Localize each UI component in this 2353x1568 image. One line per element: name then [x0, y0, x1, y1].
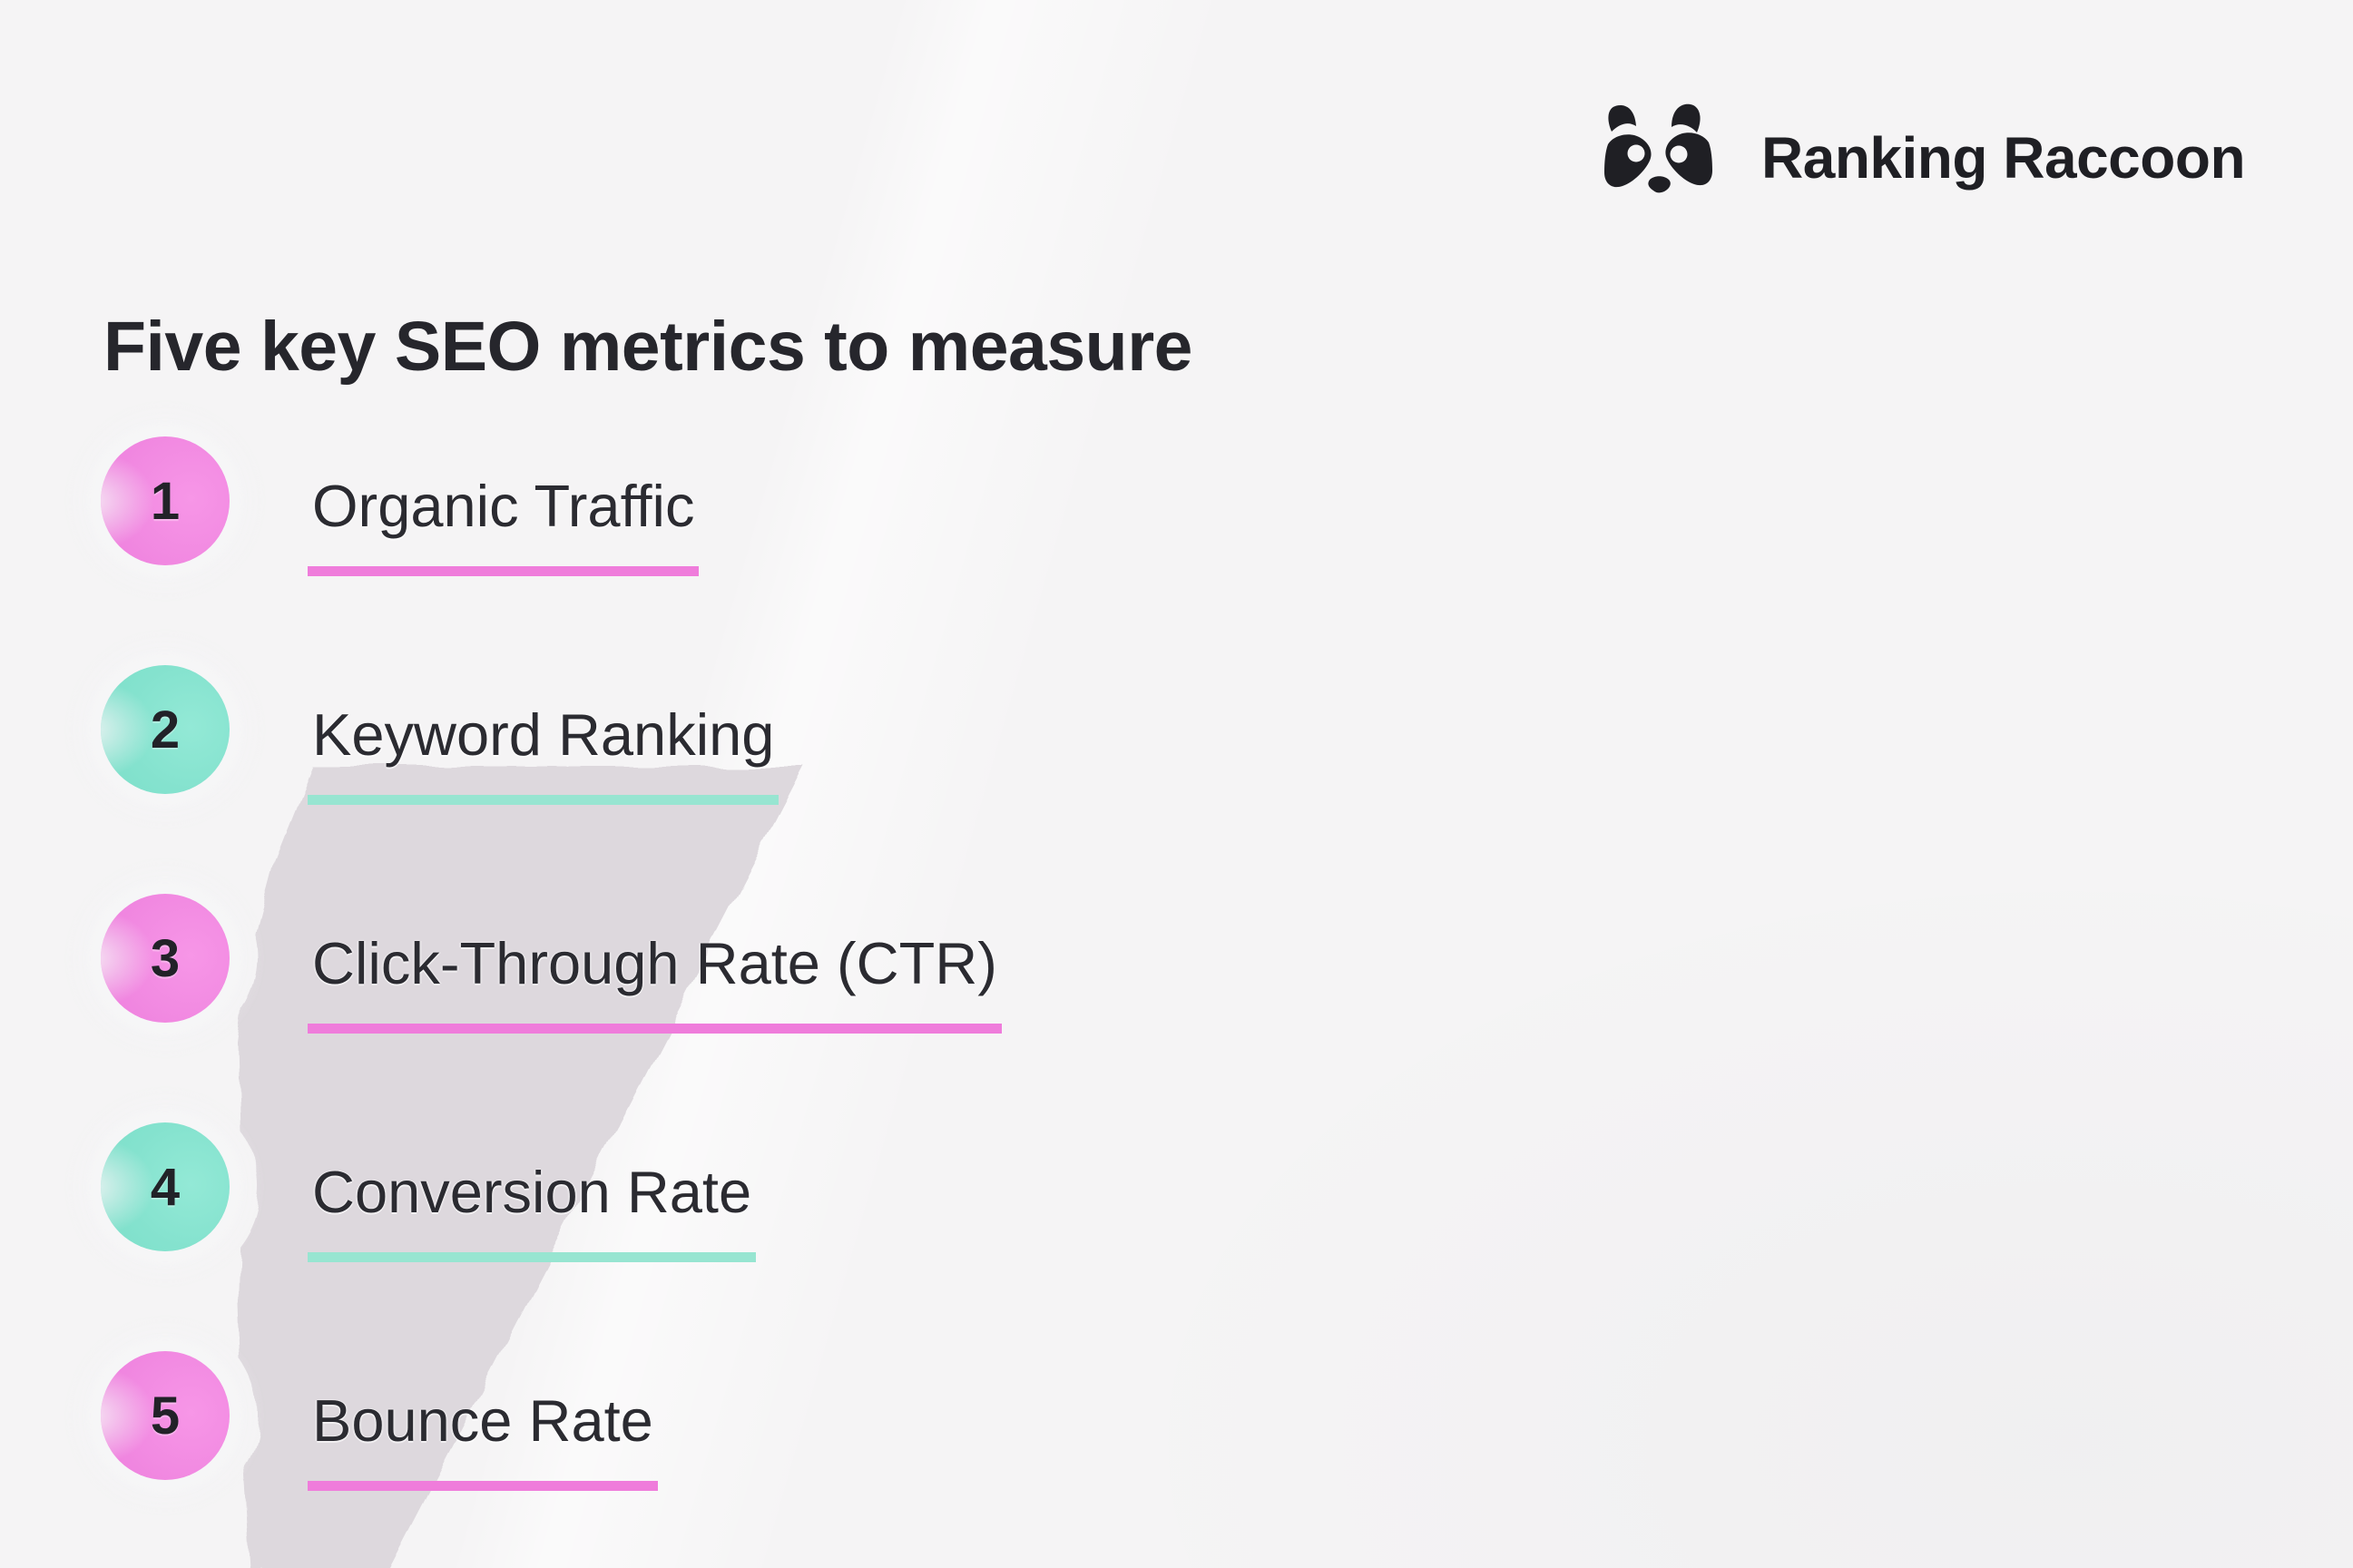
list-item: 1 Organic Traffic	[0, 436, 2353, 576]
item-number-badge: 5	[101, 1351, 230, 1480]
item-number-badge: 3	[101, 894, 230, 1023]
item-number: 2	[150, 700, 181, 760]
list-item: 4 Conversion Rate	[0, 1122, 2353, 1262]
item-label: Organic Traffic	[308, 476, 700, 576]
item-label: Bounce Rate	[308, 1391, 658, 1491]
item-number-badge: 1	[101, 436, 230, 565]
item-number: 5	[150, 1386, 181, 1446]
item-label: Keyword Ranking	[308, 705, 779, 805]
item-number: 1	[150, 471, 181, 531]
list-item: 3 Click-Through Rate (CTR)	[0, 894, 2353, 1034]
item-label: Click-Through Rate (CTR)	[308, 934, 1002, 1034]
item-number: 3	[150, 928, 181, 988]
page-title: Five key SEO metrics to measure	[103, 307, 1193, 386]
item-number-badge: 2	[101, 665, 230, 794]
list-item: 2 Keyword Ranking	[0, 665, 2353, 805]
item-label: Conversion Rate	[308, 1162, 757, 1262]
raccoon-face-icon	[1604, 103, 1712, 193]
brand-name: Ranking Raccoon	[1761, 125, 2246, 191]
item-number: 4	[150, 1157, 181, 1217]
brand-logo: Ranking Raccoon	[1603, 89, 2246, 216]
list-item: 5 Bounce Rate	[0, 1351, 2353, 1491]
item-number-badge: 4	[101, 1122, 230, 1251]
